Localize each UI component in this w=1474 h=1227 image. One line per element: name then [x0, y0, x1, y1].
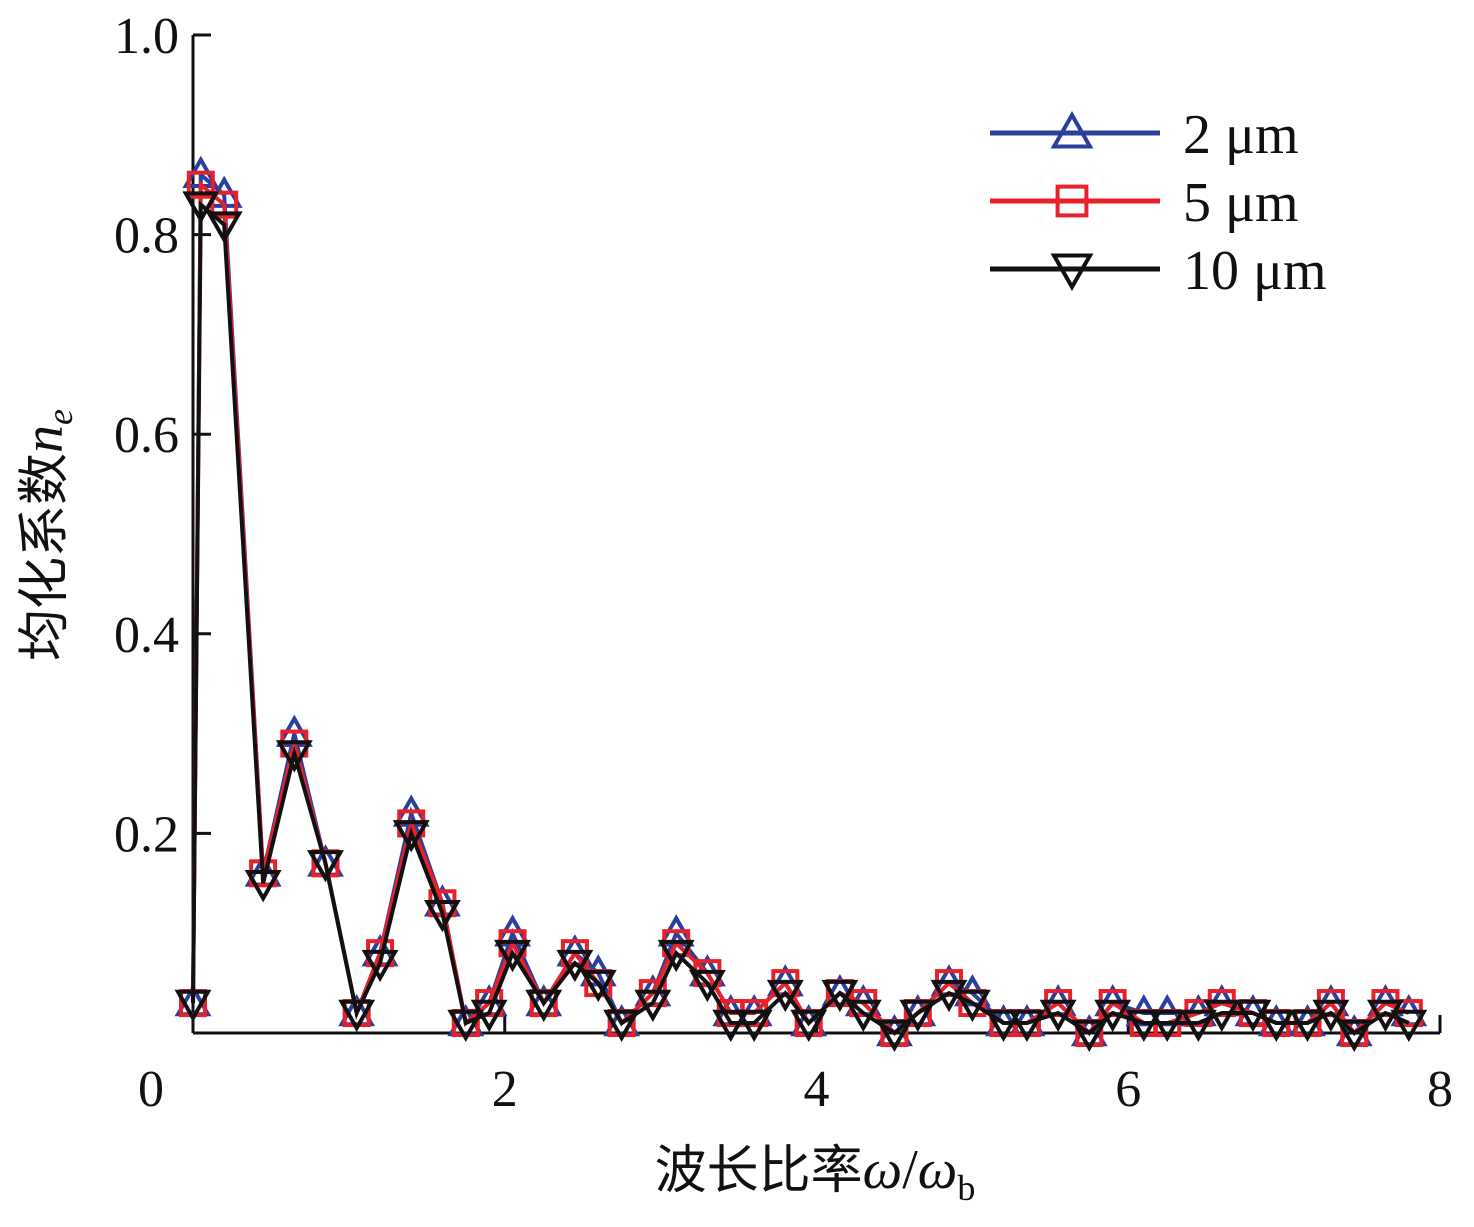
x-tick-label: 6 — [1115, 1061, 1141, 1118]
data-point — [821, 979, 859, 1013]
data-point — [556, 949, 594, 983]
data-point — [423, 899, 461, 933]
data-point — [174, 989, 212, 1023]
data-point — [210, 190, 239, 219]
data-point — [1390, 1009, 1428, 1043]
y-axis-label-group: 均化系数ne — [13, 409, 80, 661]
x-tick-label: 2 — [492, 1061, 518, 1118]
data-point — [1366, 999, 1404, 1033]
data-point — [953, 989, 991, 1023]
data-point — [634, 989, 672, 1023]
data-point — [1203, 999, 1241, 1033]
data-point — [1289, 1009, 1326, 1043]
x-axis-label: 波长比率ω/ωb — [655, 1139, 976, 1208]
x-tick-label: 0 — [138, 1061, 164, 1118]
data-point — [205, 211, 243, 244]
data-point — [392, 820, 430, 853]
legend-entry: 10 μm — [990, 240, 1327, 302]
data-point — [1125, 1009, 1163, 1043]
legend-label: 2 μm — [1183, 104, 1299, 166]
data-point — [766, 979, 804, 1013]
data-point — [735, 1009, 773, 1043]
data-point — [1234, 999, 1272, 1033]
data-point — [338, 999, 376, 1033]
data-point — [844, 999, 882, 1033]
data-point — [1039, 999, 1077, 1033]
data-point — [875, 1019, 913, 1053]
data-point — [494, 939, 531, 973]
y-tick-label: 0.4 — [114, 607, 179, 664]
x-tick-label: 4 — [804, 1061, 830, 1118]
series-line — [191, 170, 1410, 1036]
data-point — [470, 999, 508, 1033]
legend-marker — [1050, 253, 1094, 292]
legend-entry: 2 μm — [990, 104, 1299, 166]
data-point — [1257, 1009, 1295, 1043]
data-point — [186, 170, 215, 199]
data-point — [1148, 1009, 1186, 1043]
data-point — [1094, 999, 1132, 1033]
data-point — [899, 999, 937, 1033]
legend-marker — [1050, 110, 1094, 149]
data-point — [1179, 1009, 1217, 1043]
x-tick-label: 8 — [1427, 1061, 1453, 1118]
legend-entry: 5 μm — [990, 172, 1299, 234]
data-point — [930, 979, 968, 1013]
data-point — [790, 1009, 828, 1043]
series-line — [191, 200, 1410, 1036]
data-point — [182, 191, 220, 224]
data-point — [688, 969, 726, 1003]
y-axis-label: 均化系数ne — [13, 409, 80, 661]
data-point — [1312, 999, 1350, 1033]
axes: 0.2 0.4 0.6 0.8 1.0 0 2 4 6 8 — [114, 8, 1453, 1118]
data-point — [657, 939, 695, 973]
y-tick-label: 1.0 — [114, 8, 179, 65]
data-point — [1008, 1009, 1046, 1043]
series-3 — [174, 191, 1428, 1053]
data-point — [361, 949, 399, 983]
data-point — [603, 1009, 641, 1043]
legend-label: 10 μm — [1183, 240, 1327, 302]
y-tick-label: 0.2 — [114, 806, 179, 863]
series-layer — [174, 155, 1428, 1053]
series-line — [191, 180, 1410, 1036]
data-point — [244, 870, 282, 903]
data-point — [712, 1009, 750, 1043]
data-point — [579, 969, 617, 1003]
data-point — [1070, 1019, 1108, 1053]
legend-marker — [1055, 184, 1089, 218]
data-point — [275, 740, 313, 773]
series-2 — [179, 170, 1423, 1047]
y-tick-label: 0.8 — [114, 208, 179, 265]
data-point — [447, 1009, 485, 1043]
data-point — [525, 989, 563, 1023]
data-point — [985, 1009, 1022, 1043]
legend-label: 5 μm — [1183, 172, 1299, 234]
data-point — [1335, 1019, 1373, 1053]
y-tick-label: 0.6 — [114, 407, 179, 464]
data-point — [307, 850, 344, 883]
